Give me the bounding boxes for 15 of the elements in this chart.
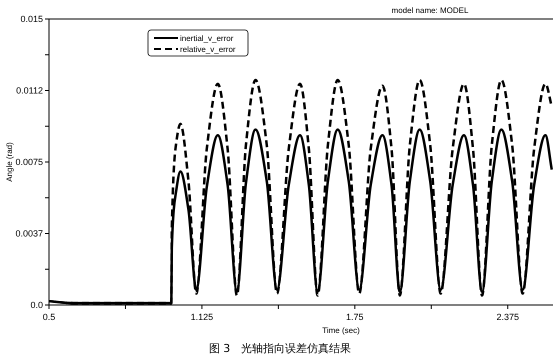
chart-title: model name: MODEL: [392, 6, 470, 15]
y-tick-label: 0.015: [20, 14, 43, 24]
y-tick-label: 0.0112: [16, 86, 43, 96]
y-tick-label: 0.0037: [15, 228, 43, 238]
x-axis-title: Time (sec): [322, 326, 360, 335]
legend-label: relative_v_error: [180, 45, 236, 54]
x-tick-label: 0.5: [42, 312, 56, 322]
y-tick-label: 0.0075: [15, 157, 43, 167]
caption: 图 3 光轴指向误差仿真结果: [208, 342, 352, 355]
x-tick-label: 2.375: [496, 312, 520, 322]
legend-label: inertial_v_error: [180, 34, 234, 43]
x-tick-label: 1.125: [190, 312, 214, 322]
y-axis-title: Angle (rad): [5, 142, 14, 182]
y-tick-label: 0.0: [30, 300, 43, 310]
x-tick-label: 1.75: [346, 312, 364, 322]
